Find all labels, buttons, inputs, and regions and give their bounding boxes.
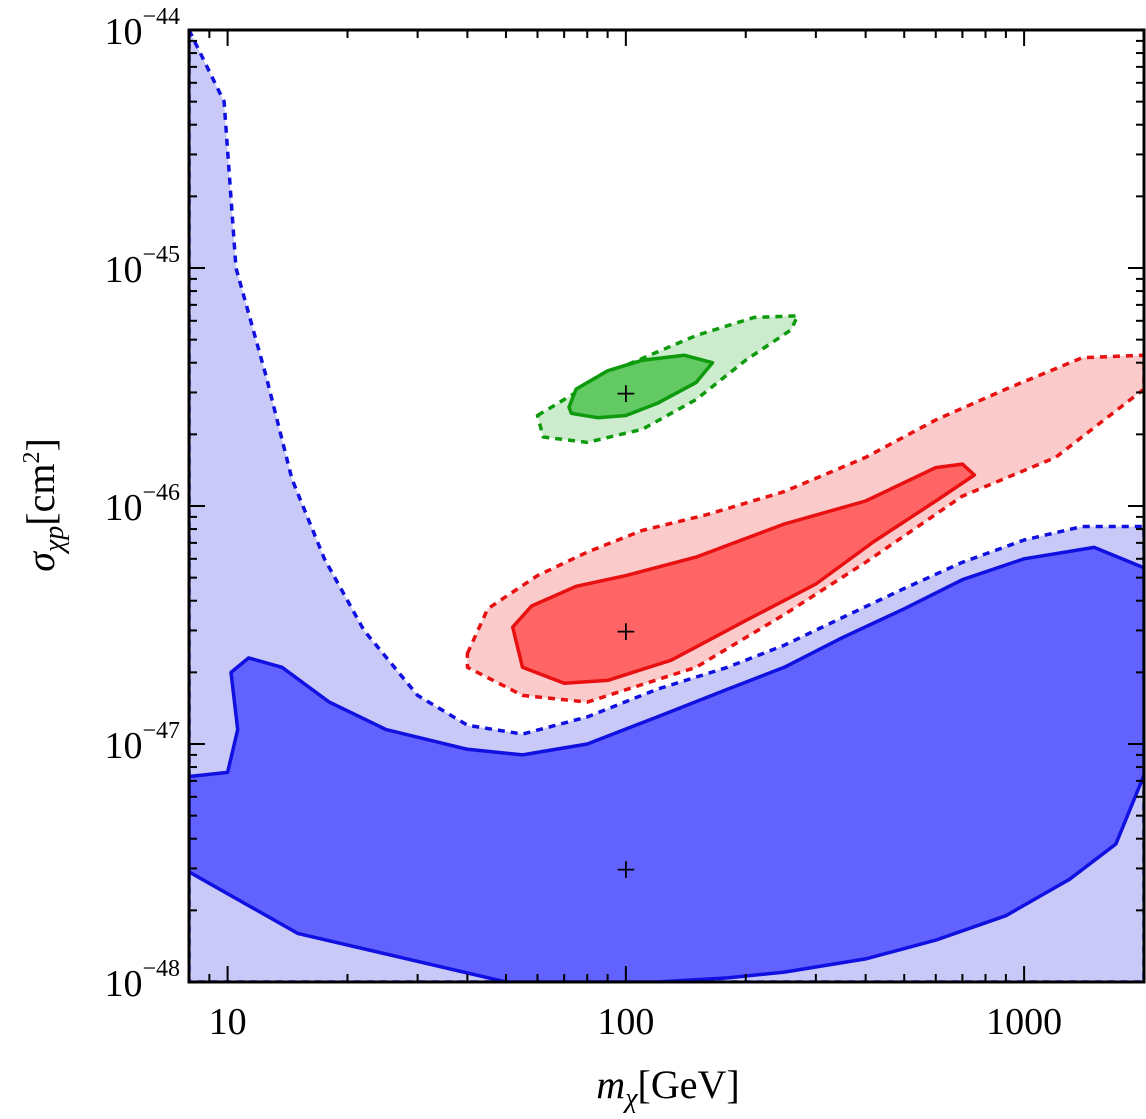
y-tick-labels: 10−48 10−47 10−46 10−45 10−44 — [104, 4, 180, 1005]
y-tick-label-2: 10−46 — [104, 480, 180, 529]
x-tick-label-100: 100 — [597, 1001, 654, 1043]
benchmark-marker-1: + — [616, 373, 636, 413]
contour-regions — [189, 30, 1144, 982]
x-axis-title: mχ[GeV] — [596, 1062, 739, 1114]
benchmark-marker-3: + — [616, 849, 636, 889]
x-tick-label-1000: 1000 — [986, 1001, 1062, 1043]
y-axis-title: σχp[cm2] — [18, 438, 70, 572]
y-tick-label-1: 10−47 — [104, 718, 180, 767]
benchmark-marker-2: + — [616, 611, 636, 651]
y-tick-label-3: 10−45 — [104, 242, 180, 291]
x-tick-label-10: 10 — [209, 1001, 247, 1043]
y-tick-label-0: 10−48 — [104, 956, 180, 1005]
benchmark-markers: + + + — [616, 373, 636, 889]
red-inner-region — [510, 462, 977, 685]
x-tick-labels: 10 100 1000 — [209, 1001, 1063, 1043]
y-tick-label-4: 10−44 — [104, 4, 180, 53]
green-inner-region — [567, 353, 715, 420]
axis-ticks — [188, 29, 1145, 983]
